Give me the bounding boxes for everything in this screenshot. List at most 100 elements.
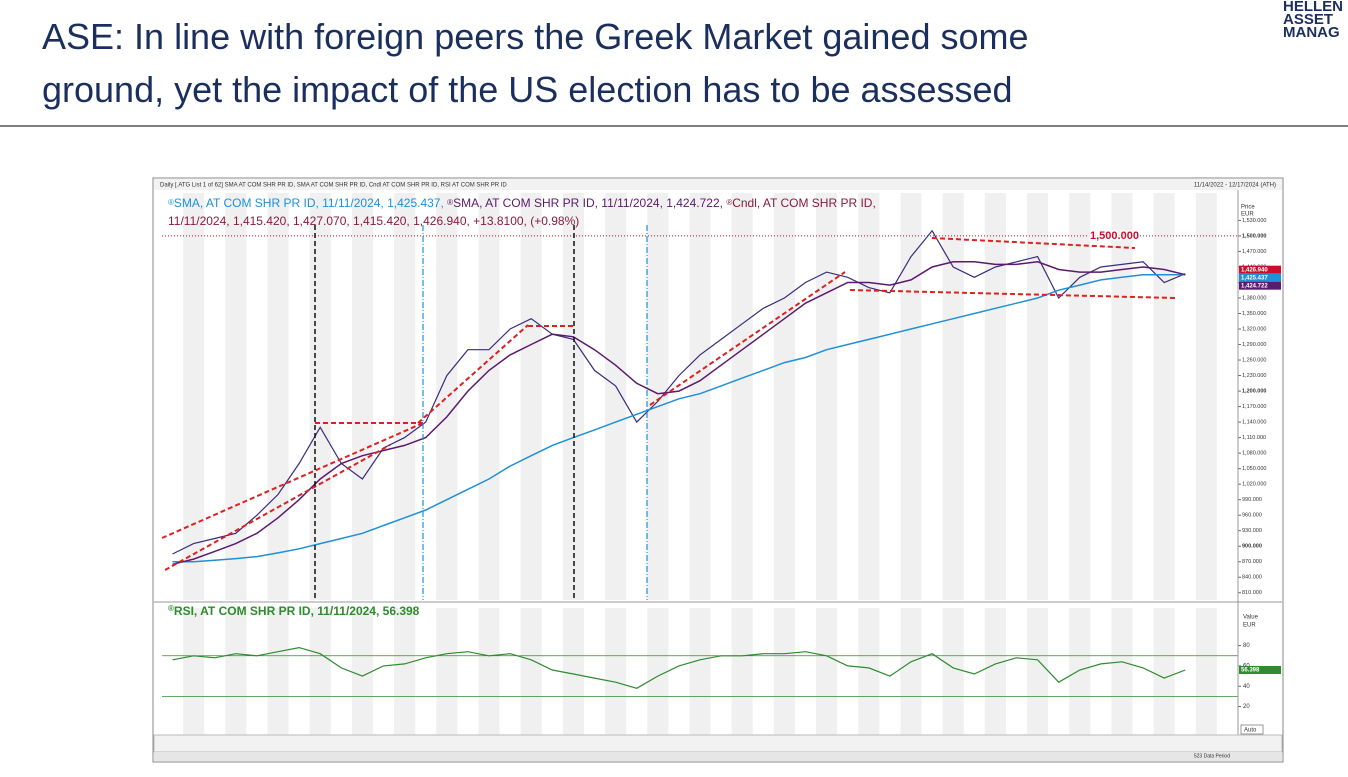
stripe <box>309 193 331 600</box>
stripe <box>562 608 584 735</box>
stripe <box>689 193 711 600</box>
axis-label: Value <box>1243 615 1259 621</box>
legend: RSI, AT COM SHR PR ID, 11/11/2024, 56.39… <box>168 604 419 618</box>
chart-frame <box>152 177 1284 763</box>
stripe <box>394 608 416 735</box>
trendline <box>849 289 1176 299</box>
stripe <box>436 193 458 600</box>
stripe <box>1027 193 1049 600</box>
axis-label: EUR <box>1241 212 1254 218</box>
stripe <box>816 608 838 735</box>
y-tick-label: 810.000 <box>1242 590 1262 596</box>
y-tick-label: 1,470.000 <box>1242 249 1266 255</box>
stripe <box>605 193 627 600</box>
price-badge <box>1239 281 1281 290</box>
stripe <box>1111 608 1133 735</box>
stripe <box>984 608 1006 735</box>
trendline <box>649 271 846 406</box>
stripe <box>267 193 289 600</box>
stripe <box>900 193 922 600</box>
value-badge <box>1239 665 1281 674</box>
stripe <box>1195 193 1217 600</box>
y-tick-label: 1,080.000 <box>1242 451 1266 457</box>
stripe <box>520 193 542 600</box>
title-line: ASE: In line with foreign peers the Gree… <box>42 16 1029 57</box>
date-axis <box>153 734 1283 753</box>
y-tick-label: 1,200.000 <box>1242 389 1266 395</box>
stripe <box>942 193 964 600</box>
price-badge-label: 1,426.940 <box>1241 267 1268 273</box>
y-tick-label: 1,260.000 <box>1242 357 1266 363</box>
y-tick-label: 1,170.000 <box>1242 404 1266 410</box>
reference-label: 1,500.000 <box>1090 230 1139 242</box>
stripe <box>1153 193 1175 600</box>
y-tick-label: 990.000 <box>1242 497 1262 503</box>
stripe <box>436 608 458 735</box>
y-tick-label: 1,110.000 <box>1242 435 1266 441</box>
stripe <box>816 193 838 600</box>
stripe <box>858 608 880 735</box>
stripe <box>900 608 922 735</box>
scrollbar <box>154 752 1282 761</box>
stripe <box>773 193 795 600</box>
stripe <box>731 193 753 600</box>
info-text: Daily [.ATG List 1 of 62] SMA AT COM SHR… <box>160 183 507 189</box>
series-line <box>172 273 1186 563</box>
value-badge-label: 56.398 <box>1241 668 1260 674</box>
scale-button[interactable] <box>1240 724 1264 735</box>
y-tick-label: 1,530.000 <box>1242 218 1266 224</box>
date-range: 11/14/2022 - 12/17/2024 (ATH) <box>1194 183 1276 189</box>
stripe <box>225 608 247 735</box>
stripe <box>1027 608 1049 735</box>
slide-title: ASE: In line with foreign peers the Gree… <box>42 10 1029 116</box>
stripe <box>183 193 205 600</box>
y-tick-label: 1,230.000 <box>1242 373 1266 379</box>
stripe <box>1069 193 1091 600</box>
stripe <box>1111 193 1133 600</box>
stripe <box>183 608 205 735</box>
stripe <box>605 608 627 735</box>
y-tick-label: 1,380.000 <box>1242 295 1266 301</box>
y-tick-label: 1,020.000 <box>1242 482 1266 488</box>
y-tick-label: 40 <box>1243 684 1250 690</box>
trendline <box>417 324 529 424</box>
stripe <box>1153 608 1175 735</box>
y-tick-label: 930.000 <box>1242 528 1262 534</box>
legend: SMA, AT COM SHR PR ID, 11/11/2024, 1,425… <box>168 194 916 230</box>
stripe <box>1195 608 1217 735</box>
y-tick-label: 900.000 <box>1242 544 1262 550</box>
stripe <box>1069 608 1091 735</box>
trendline <box>931 237 1136 249</box>
stripe <box>478 608 500 735</box>
stripe <box>351 193 373 600</box>
stripe <box>773 608 795 735</box>
logo-line: MANAG <box>1283 24 1340 41</box>
price-badge <box>1239 265 1281 274</box>
y-tick-label: 1,290.000 <box>1242 342 1266 348</box>
y-tick-label: 20 <box>1243 704 1250 710</box>
stripe <box>351 608 373 735</box>
logo: HELLEN ASSET MANAG <box>1283 0 1343 41</box>
logo-line: HELLEN <box>1283 0 1343 15</box>
stripe <box>478 193 500 600</box>
trendline <box>164 444 391 571</box>
y-tick-label: 870.000 <box>1242 559 1262 565</box>
stripe <box>309 608 331 735</box>
axis-label: Price <box>1241 205 1255 211</box>
stripe <box>647 608 669 735</box>
price-badge-label: 1,425.437 <box>1241 275 1268 281</box>
legend-entry: SMA, AT COM SHR PR ID, 11/11/2024, 1,425… <box>168 196 444 210</box>
axis-label: EUR <box>1243 623 1256 629</box>
stripe <box>731 608 753 735</box>
title-line: ground, yet the impact of the US electio… <box>42 69 1013 110</box>
y-tick-label: 80 <box>1243 643 1250 649</box>
stripe <box>858 193 880 600</box>
y-tick-label: 1,140.000 <box>1242 420 1266 426</box>
annotations <box>161 225 1176 600</box>
stripe <box>267 608 289 735</box>
stripe <box>689 608 711 735</box>
stripe <box>394 193 416 600</box>
stripe <box>984 193 1006 600</box>
